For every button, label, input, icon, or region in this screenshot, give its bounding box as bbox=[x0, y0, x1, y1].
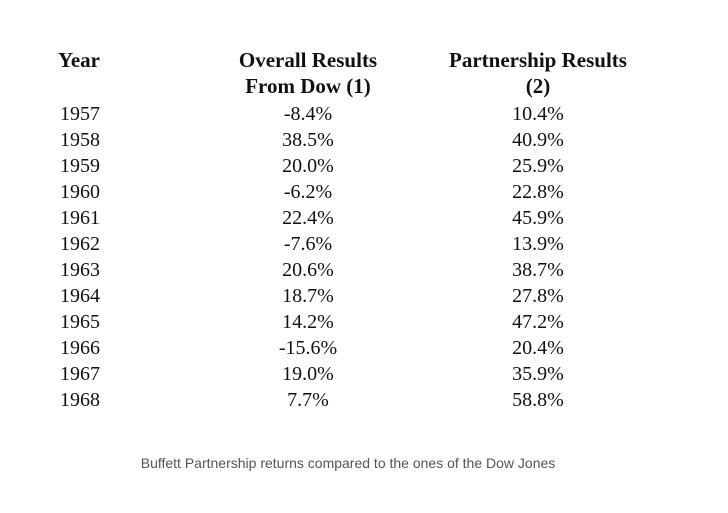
table-row: 1957 -8.4% 10.4% bbox=[0, 101, 728, 127]
dow-result-cell: -15.6% bbox=[278, 337, 338, 359]
partnership-result-cell: 13.9% bbox=[512, 233, 564, 255]
table-row: 1962 -7.6% 13.9% bbox=[0, 231, 728, 257]
header-partnership-line1: Partnership Results bbox=[449, 48, 627, 72]
year-cell: 1961 bbox=[60, 207, 100, 229]
year-cell: 1968 bbox=[60, 389, 100, 411]
table-row: 1963 20.6% 38.7% bbox=[0, 257, 728, 283]
table-row: 1959 20.0% 25.9% bbox=[0, 153, 728, 179]
partnership-result-cell: 27.8% bbox=[512, 285, 564, 307]
dow-result-cell: 18.7% bbox=[282, 285, 334, 307]
year-cell: 1958 bbox=[60, 129, 100, 151]
table-row: 1964 18.7% 27.8% bbox=[0, 283, 728, 309]
dow-result-cell: 19.0% bbox=[282, 363, 334, 385]
dow-result-cell: 22.4% bbox=[282, 207, 334, 229]
dow-result-cell: -6.2% bbox=[283, 181, 333, 203]
partnership-result-cell: 58.8% bbox=[512, 389, 564, 411]
table-row: 1968 7.7% 58.8% bbox=[0, 387, 728, 413]
table-row: 1966 -15.6% 20.4% bbox=[0, 335, 728, 361]
header-dow-line1: Overall Results bbox=[238, 48, 378, 72]
image-caption: Buffett Partnership returns compared to … bbox=[140, 455, 556, 471]
partnership-result-cell: 40.9% bbox=[512, 129, 564, 151]
header-year-label: Year bbox=[58, 48, 100, 72]
partnership-result-cell: 45.9% bbox=[512, 207, 564, 229]
table-row: 1965 14.2% 47.2% bbox=[0, 309, 728, 335]
partnership-result-cell: 10.4% bbox=[512, 103, 564, 125]
table-row: 1967 19.0% 35.9% bbox=[0, 361, 728, 387]
header-partnership-results: Partnership Results (2) bbox=[428, 47, 648, 99]
year-cell: 1962 bbox=[60, 233, 100, 255]
year-cell: 1966 bbox=[60, 337, 100, 359]
dow-result-cell: 20.0% bbox=[282, 155, 334, 177]
table-row: 1958 38.5% 40.9% bbox=[0, 127, 728, 153]
table-row: 1961 22.4% 45.9% bbox=[0, 205, 728, 231]
returns-table: Year Overall Results From Dow (1) Partne… bbox=[0, 47, 728, 413]
table-row: 1960 -6.2% 22.8% bbox=[0, 179, 728, 205]
year-cell: 1963 bbox=[60, 259, 100, 281]
dow-result-cell: 14.2% bbox=[282, 311, 334, 333]
year-cell: 1960 bbox=[60, 181, 100, 203]
partnership-result-cell: 38.7% bbox=[512, 259, 564, 281]
partnership-result-cell: 20.4% bbox=[512, 337, 564, 359]
year-cell: 1957 bbox=[60, 103, 100, 125]
dow-result-cell: 20.6% bbox=[282, 259, 334, 281]
header-partnership-line2: (2) bbox=[525, 74, 551, 98]
dow-result-cell: -8.4% bbox=[283, 103, 333, 125]
partnership-result-cell: 22.8% bbox=[512, 181, 564, 203]
partnership-result-cell: 35.9% bbox=[512, 363, 564, 385]
year-cell: 1959 bbox=[60, 155, 100, 177]
partnership-result-cell: 47.2% bbox=[512, 311, 564, 333]
header-dow-line2: From Dow (1) bbox=[245, 74, 371, 98]
partnership-result-cell: 25.9% bbox=[512, 155, 564, 177]
year-cell: 1967 bbox=[60, 363, 100, 385]
header-year: Year bbox=[58, 47, 100, 73]
year-cell: 1965 bbox=[60, 311, 100, 333]
dow-result-cell: 7.7% bbox=[287, 389, 329, 411]
header-dow-results: Overall Results From Dow (1) bbox=[218, 47, 398, 99]
table-body: 1957 -8.4% 10.4% 1958 38.5% 40.9% 1959 2… bbox=[0, 101, 728, 413]
dow-result-cell: 38.5% bbox=[282, 129, 334, 151]
year-cell: 1964 bbox=[60, 285, 100, 307]
dow-result-cell: -7.6% bbox=[283, 233, 333, 255]
